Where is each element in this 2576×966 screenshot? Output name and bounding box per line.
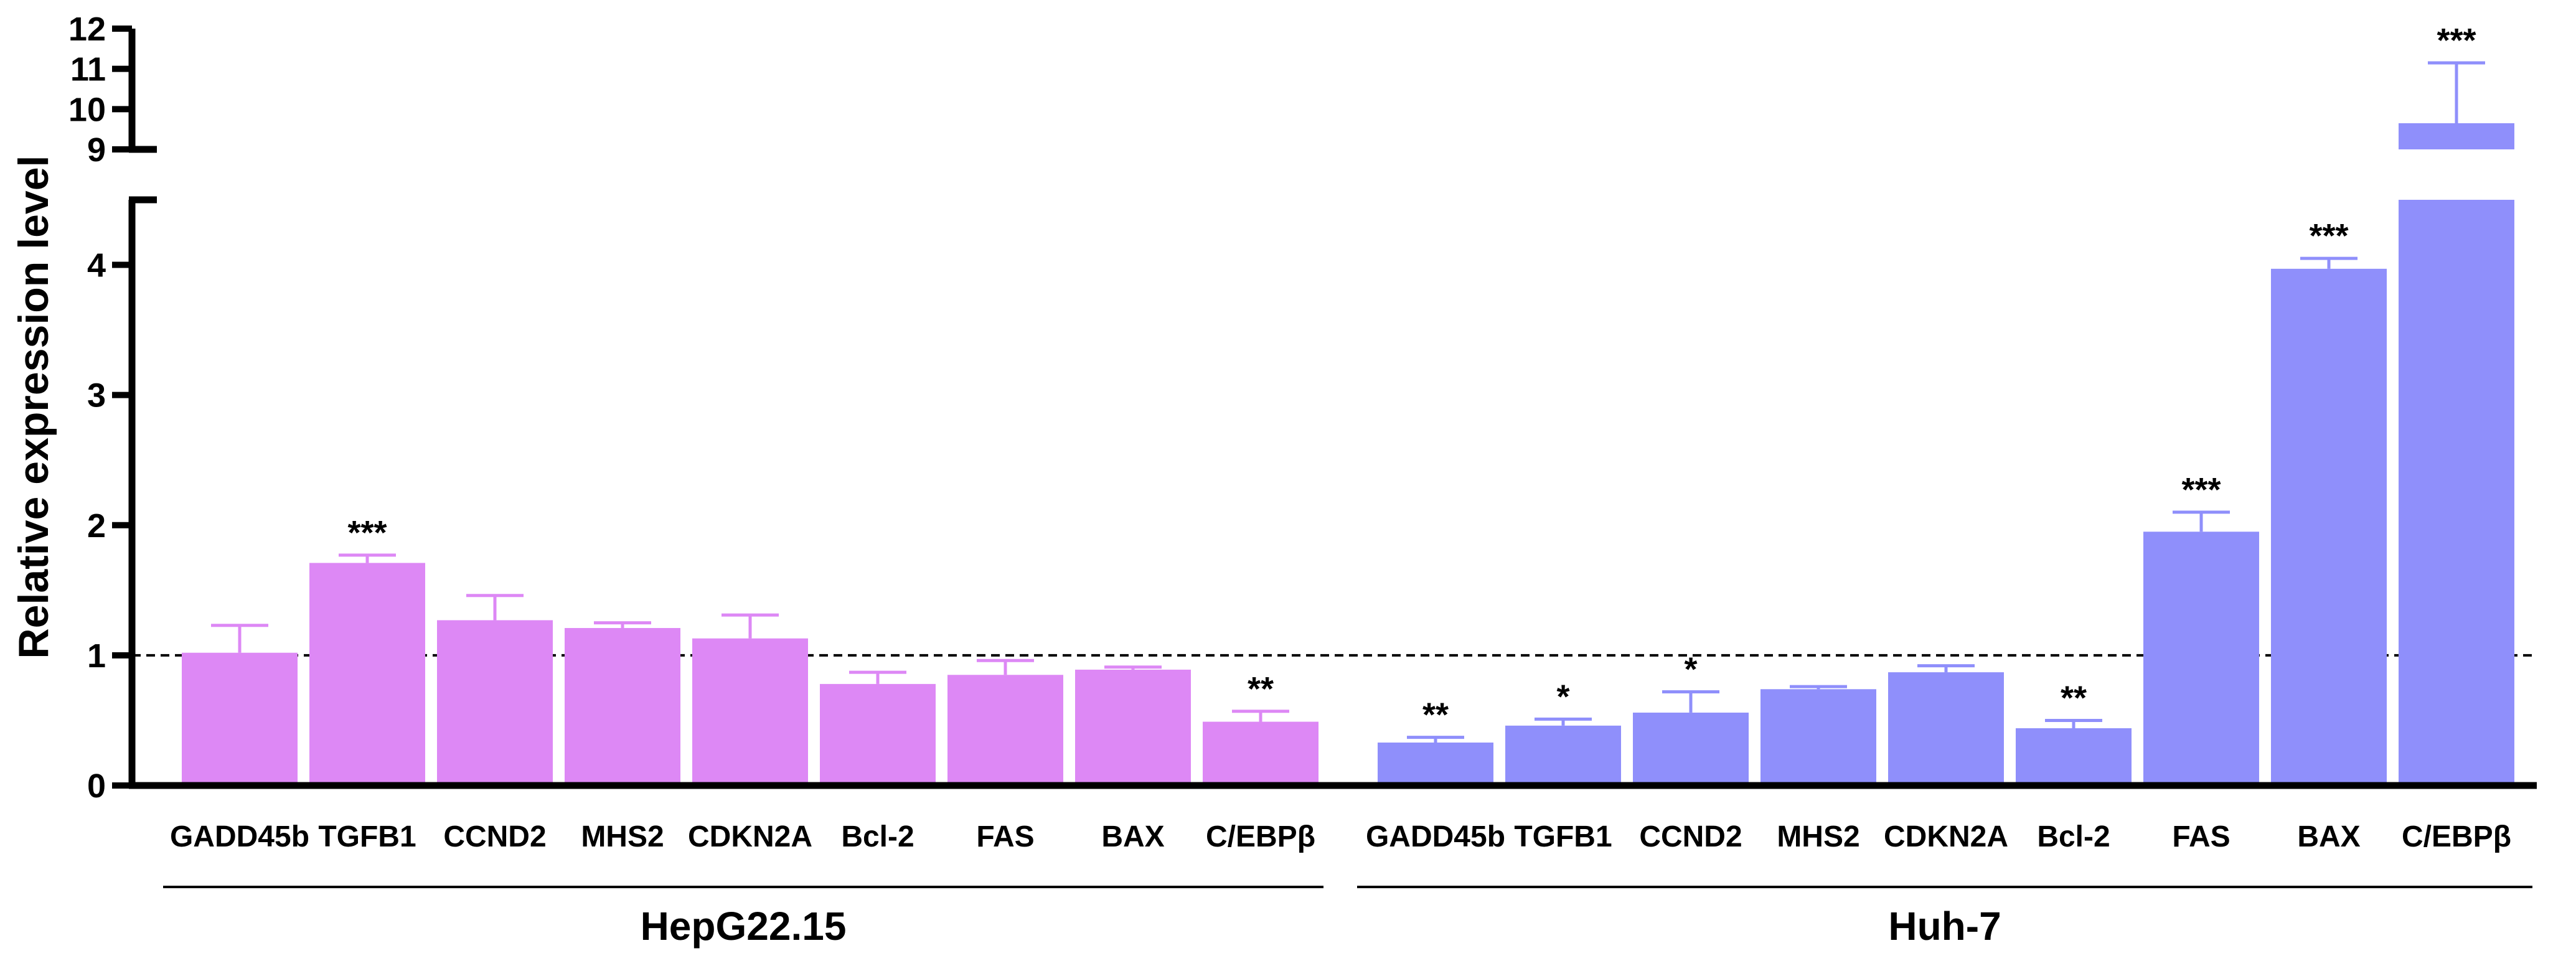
y-axis-label: Relative expression level	[10, 156, 57, 659]
bar	[1760, 689, 1876, 785]
category-label: C/EBPβ	[1206, 820, 1315, 853]
y-tick-label: 0	[87, 767, 106, 805]
bar	[1075, 669, 1191, 785]
category-label: Bcl-2	[2037, 820, 2110, 853]
group-label: HepG22.15	[641, 904, 847, 949]
category-label: CDKN2A	[688, 820, 812, 853]
bar	[437, 620, 553, 785]
category-label: MHS2	[581, 820, 664, 853]
bar	[820, 683, 936, 785]
significance-label: *	[1684, 650, 1697, 688]
category-label: TGFB1	[318, 820, 416, 853]
bar	[947, 675, 1063, 785]
y-tick-label: 10	[68, 91, 106, 128]
category-label: Bcl-2	[841, 820, 914, 853]
category-label: GADD45b	[170, 820, 309, 853]
y-tick-label: 12	[68, 11, 106, 48]
category-label: TGFB1	[1514, 820, 1612, 853]
category-label: BAX	[1101, 820, 1164, 853]
bar	[1378, 742, 1493, 785]
group-label: Huh-7	[1888, 904, 2001, 949]
bar	[1888, 672, 2004, 785]
bar	[2016, 728, 2132, 785]
significance-label: **	[1248, 670, 1274, 708]
y-tick-label: 3	[87, 377, 106, 415]
significance-label: ***	[347, 514, 387, 551]
bar	[2143, 532, 2259, 785]
significance-label: ***	[2181, 471, 2221, 509]
category-label: FAS	[2172, 820, 2230, 853]
significance-label: ***	[2437, 22, 2476, 59]
bar	[565, 627, 680, 785]
category-label: C/EBPβ	[2402, 820, 2511, 853]
y-tick-label: 9	[87, 131, 106, 169]
category-label: CCND2	[443, 820, 546, 853]
y-tick-label: 11	[70, 51, 106, 88]
category-label: GADD45b	[1366, 820, 1505, 853]
category-label: MHS2	[1777, 820, 1859, 853]
y-tick-label: 1	[87, 637, 106, 675]
bar	[1505, 725, 1621, 785]
bar	[1203, 721, 1319, 785]
significance-label: *	[1556, 678, 1569, 715]
category-label: CDKN2A	[1884, 820, 2008, 853]
y-tick-label: 4	[87, 247, 106, 284]
bar	[182, 652, 298, 785]
significance-label: **	[1422, 696, 1449, 734]
category-label: BAX	[2297, 820, 2360, 853]
category-label: FAS	[976, 820, 1034, 853]
y-tick-label: 2	[87, 507, 106, 545]
bar-upper-segment	[2399, 123, 2514, 149]
significance-label: ***	[2309, 217, 2348, 255]
bar	[2399, 200, 2514, 785]
category-label: CCND2	[1639, 820, 1742, 853]
significance-label: **	[2061, 679, 2087, 716]
bar	[309, 563, 425, 785]
bar	[1633, 712, 1749, 785]
bar	[692, 638, 808, 785]
bar	[2271, 268, 2387, 786]
